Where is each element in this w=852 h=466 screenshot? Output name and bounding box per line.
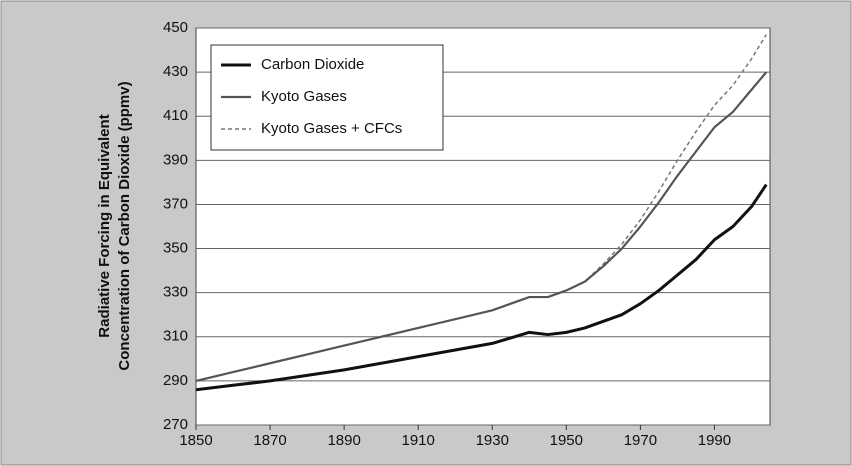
y-axis-title-line: Radiative Forcing in Equivalent	[96, 114, 113, 337]
x-tick-label: 1850	[179, 432, 212, 449]
y-tick-label: 310	[163, 328, 188, 345]
y-tick-label: 290	[163, 372, 188, 389]
legend-label: Kyoto Gases + CFCs	[261, 120, 402, 137]
x-tick-label: 1890	[327, 432, 360, 449]
legend-label: Kyoto Gases	[261, 88, 347, 105]
x-tick-label: 1870	[253, 432, 286, 449]
x-tick-label: 1950	[550, 432, 583, 449]
y-axis-title: Radiative Forcing in Equivalent Concentr…	[96, 81, 133, 370]
y-tick-label: 410	[163, 107, 188, 124]
x-tick-label: 1970	[624, 432, 657, 449]
x-tick-label: 1990	[698, 432, 731, 449]
legend-label: Carbon Dioxide	[261, 56, 364, 73]
y-tick-label: 450	[163, 19, 188, 36]
y-tick-label: 370	[163, 195, 188, 212]
y-tick-label: 270	[163, 416, 188, 433]
x-tick-label: 1930	[476, 432, 509, 449]
y-tick-label: 390	[163, 151, 188, 168]
y-tick-label: 330	[163, 284, 188, 301]
y-tick-label: 350	[163, 240, 188, 257]
x-tick-label: 1910	[402, 432, 435, 449]
y-axis-title-line: Concentration of Carbon Dioxide (ppmv)	[116, 81, 133, 370]
series-line	[195, 71, 768, 382]
y-tick-label: 430	[163, 63, 188, 80]
series-line	[195, 183, 768, 392]
